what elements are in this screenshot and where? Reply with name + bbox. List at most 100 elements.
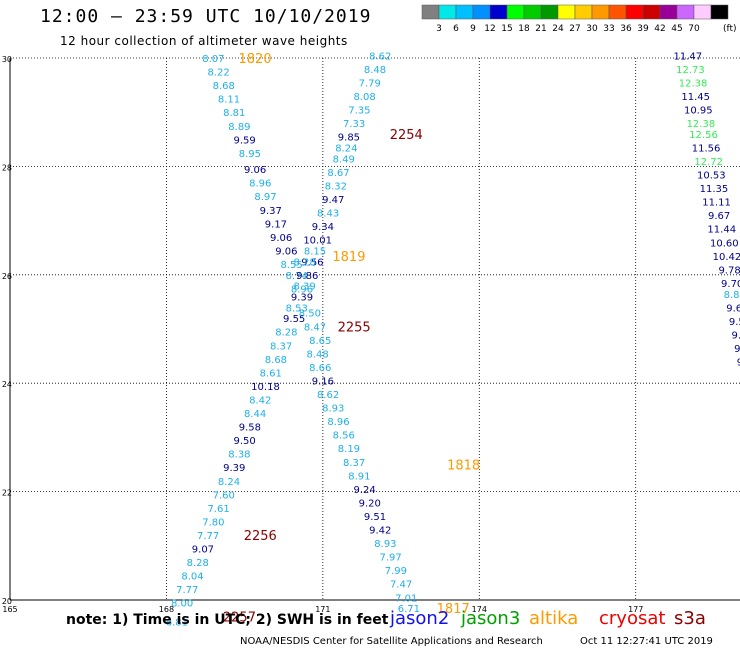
swh-value: 10.42 xyxy=(713,252,740,263)
legend-label: 30 xyxy=(586,24,598,34)
swh-value: 8.96 xyxy=(327,417,349,428)
swh-value: 7.77 xyxy=(176,585,198,596)
mission-altika: altika xyxy=(529,608,579,629)
swh-value: 8.38 xyxy=(228,450,250,461)
swh-value: 7.60 xyxy=(213,490,235,501)
x-tick-label: 168 xyxy=(159,605,174,614)
pass-time-label: 2254 xyxy=(390,128,423,143)
swh-value: 7.01 xyxy=(395,593,417,604)
swh-value: 9.69 xyxy=(726,303,740,314)
swh-value: 8.95 xyxy=(239,149,261,160)
y-tick-label: 22 xyxy=(2,489,12,498)
swh-value: 8.50 xyxy=(299,309,321,320)
swh-value: 9.07 xyxy=(192,545,214,556)
pass-time-label: 1818 xyxy=(447,459,480,474)
swh-value: 9.51 xyxy=(364,512,386,523)
swh-value: 8.47 xyxy=(304,322,326,333)
swh-value: 8.32 xyxy=(325,181,347,192)
swh-value: 9.06 xyxy=(275,246,297,257)
x-tick-label: 171 xyxy=(315,605,330,614)
chart-title: 12:00 – 23:59 UTC 10/10/2019 xyxy=(40,6,372,27)
swh-value: 9.85 xyxy=(338,133,360,144)
mission-cryosat: cryosat xyxy=(599,608,666,629)
legend-label: 36 xyxy=(620,24,632,34)
swh-value: 8.62 xyxy=(317,390,339,401)
pass-time-label: 1817 xyxy=(437,602,470,617)
swh-value: 9.50 xyxy=(234,436,256,447)
swh-value: 8.19 xyxy=(338,444,360,455)
swh-value: 9.86 xyxy=(296,271,318,282)
swh-value: 8.67 xyxy=(327,168,349,179)
footer-timestamp: Oct 11 12:27:41 UTC 2019 xyxy=(580,636,713,647)
swh-value: 9.20 xyxy=(359,498,381,509)
swh-value: 8.37 xyxy=(343,458,365,469)
swh-value: 8.96 xyxy=(249,179,271,190)
swh-value: 8.48 xyxy=(307,349,329,360)
swh-value: 10.95 xyxy=(684,105,713,116)
y-tick-label: 24 xyxy=(2,380,12,389)
swh-value: 10.53 xyxy=(697,171,726,182)
pass-time-label: 2255 xyxy=(338,320,371,335)
swh-value: 8.48 xyxy=(364,65,386,76)
y-tick-label: 26 xyxy=(2,272,12,281)
swh-value: 9.37 xyxy=(260,206,282,217)
legend-label: 3 xyxy=(436,24,442,34)
swh-value: 9.16 xyxy=(312,376,334,387)
legend-label: 12 xyxy=(484,24,495,34)
legend-label: 39 xyxy=(637,24,649,34)
swh-value: 8.28 xyxy=(293,257,315,268)
swh-value: 9.13 xyxy=(731,330,740,341)
swh-value: 10.18 xyxy=(251,382,280,393)
swh-value: 8.28 xyxy=(187,558,209,569)
legend-label: 9 xyxy=(470,24,476,34)
swh-value: 10.01 xyxy=(303,236,332,247)
swh-value: 8.66 xyxy=(309,363,331,374)
swh-value: 9.40 xyxy=(734,344,740,355)
x-tick-label: 177 xyxy=(628,605,643,614)
footer-note: note: 1) Time is in UTC; 2) SWH is in fe… xyxy=(66,612,389,628)
swh-value: 8.07 xyxy=(202,54,224,65)
swh-value: 11.11 xyxy=(702,198,731,209)
swh-value: 7.80 xyxy=(202,517,224,528)
swh-value: 11.35 xyxy=(700,184,729,195)
swh-value: 11.44 xyxy=(707,225,736,236)
swh-value: 9.78 xyxy=(718,265,740,276)
swh-value: 9.67 xyxy=(708,211,730,222)
y-tick-label: 20 xyxy=(2,597,12,606)
swh-value: 9.06 xyxy=(270,233,292,244)
swh-value: 7.99 xyxy=(385,566,407,577)
swh-value: 8.24 xyxy=(335,143,357,154)
swh-value: 8.00 xyxy=(171,599,193,610)
swh-value: 8.28 xyxy=(275,328,297,339)
legend-label: 70 xyxy=(688,24,700,34)
x-tick-label: 174 xyxy=(472,605,487,614)
swh-value: 9.17 xyxy=(265,219,287,230)
swh-value: 12.38 xyxy=(679,78,708,89)
swh-value: 6.71 xyxy=(398,604,420,615)
legend-swatch xyxy=(710,4,729,20)
swh-value: 8.55 xyxy=(280,260,302,271)
pass-time-label: 2256 xyxy=(244,529,277,544)
swh-value: 9.42 xyxy=(369,526,391,537)
swh-value: 8.83 xyxy=(724,290,740,301)
swh-value: 10.60 xyxy=(710,238,739,249)
legend-label: 6 xyxy=(453,24,459,34)
swh-value: 9.52 xyxy=(729,317,740,328)
swh-value: 8.96 xyxy=(291,284,313,295)
swh-value: 8.22 xyxy=(207,68,229,79)
swh-value: 8.39 xyxy=(293,282,315,293)
swh-value: 12.38 xyxy=(687,119,716,130)
swh-value: 8.42 xyxy=(249,395,271,406)
swh-value: 12.72 xyxy=(694,157,723,168)
swh-value: 8.08 xyxy=(353,92,375,103)
y-tick-label: 28 xyxy=(2,163,12,172)
swh-value: 8.81 xyxy=(223,108,245,119)
swh-value: 7.61 xyxy=(207,504,229,515)
swh-value: 8.15 xyxy=(304,246,326,257)
swh-value: 9.39 xyxy=(223,463,245,474)
legend-label: 42 xyxy=(654,24,665,34)
swh-value: 8.97 xyxy=(254,192,276,203)
swh-value: 6.81 xyxy=(166,618,188,629)
swh-value: 8.62 xyxy=(369,51,391,62)
swh-value: 8.11 xyxy=(218,95,240,106)
